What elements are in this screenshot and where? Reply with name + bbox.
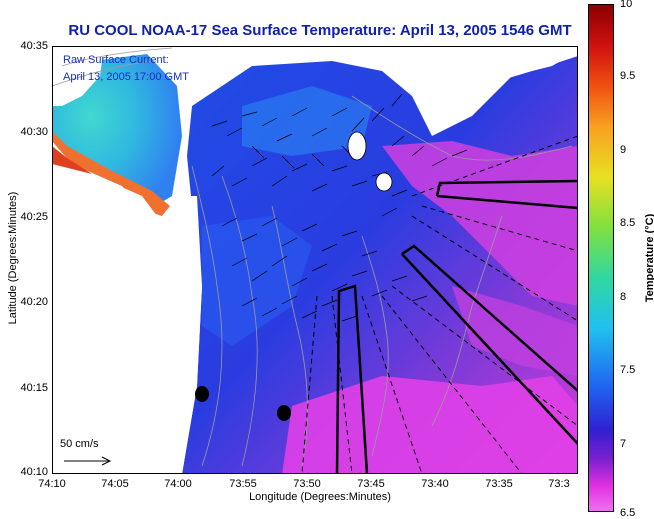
y-tick-label: 40:20 xyxy=(20,296,48,308)
current-vectors xyxy=(211,93,468,322)
colorbar-tick-label: 8 xyxy=(620,291,627,303)
colorbar-tick-label: 6.5 xyxy=(620,507,636,519)
x-tick-label: 74:05 xyxy=(101,478,129,490)
colorbar-tick-label: 7 xyxy=(620,438,627,450)
map-title: RU COOL NOAA-17 Sea Surface Temperature:… xyxy=(68,22,572,39)
x-tick-label: 73:55 xyxy=(229,478,257,490)
sst-map xyxy=(52,46,578,474)
nw-warm-patch xyxy=(52,54,182,211)
colorbar-title: Temperature (°C) xyxy=(644,213,654,303)
x-tick-label: 73:35 xyxy=(485,478,513,490)
y-tick-label: 40:15 xyxy=(20,382,48,394)
x-axis-title: Longitude (Degrees:Minutes) xyxy=(249,491,391,503)
y-tick-label: 40:35 xyxy=(20,40,48,52)
map-frame xyxy=(52,46,578,474)
sst-map-canvas xyxy=(52,46,578,474)
scale-arrow-icon xyxy=(64,456,112,466)
scale-label: 50 cm/s xyxy=(60,438,99,450)
x-tick-label: 74:10 xyxy=(38,478,66,490)
colorbar-tick-label: 7.5 xyxy=(620,364,636,376)
x-tick-label: 74:00 xyxy=(164,478,192,490)
colorbar-tick-label: 9 xyxy=(620,144,627,156)
y-tick-label: 40:30 xyxy=(20,126,48,138)
x-tick-label: 73:40 xyxy=(421,478,449,490)
x-tick-label: 73:50 xyxy=(293,478,321,490)
x-tick-label: 73:45 xyxy=(357,478,385,490)
y-tick-label: 40:25 xyxy=(20,211,48,223)
temperature-colorbar xyxy=(588,4,614,512)
y-tick-label: 40:10 xyxy=(20,466,48,478)
x-tick-label: 73:3 xyxy=(548,478,570,490)
colorbar-tick-label: 9.5 xyxy=(620,70,636,82)
current-date-label: April 13, 2005 17:00 GMT xyxy=(63,71,189,83)
colorbar-tick-label: 8.5 xyxy=(620,217,636,229)
current-label: Raw Surface Current: xyxy=(63,54,169,66)
y-axis-title: Latitude (Degrees:Minutes) xyxy=(7,191,19,325)
colorbar-tick-label: 10 xyxy=(620,0,633,10)
